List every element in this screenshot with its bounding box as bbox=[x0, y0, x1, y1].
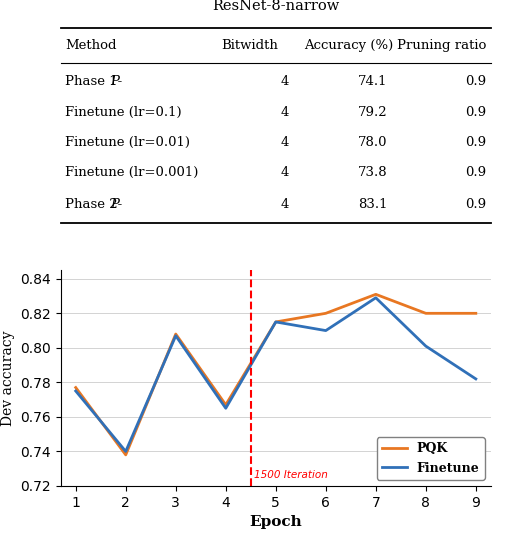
Text: Google’s Speech Commands Dataset
ResNet-8-narrow: Google’s Speech Commands Dataset ResNet-… bbox=[139, 0, 412, 12]
Text: 4: 4 bbox=[280, 136, 288, 149]
Text: 4: 4 bbox=[280, 106, 288, 119]
Text: 4: 4 bbox=[280, 198, 288, 210]
Y-axis label: Dev accuracy: Dev accuracy bbox=[1, 331, 15, 426]
Text: P: P bbox=[110, 75, 118, 88]
Legend: PQK, Finetune: PQK, Finetune bbox=[376, 437, 484, 480]
Line: Finetune: Finetune bbox=[76, 298, 475, 451]
Text: Finetune (lr=0.01): Finetune (lr=0.01) bbox=[65, 136, 190, 149]
Text: 1500 Iteration: 1500 Iteration bbox=[254, 470, 327, 480]
Text: 0.9: 0.9 bbox=[465, 198, 486, 210]
Text: Bitwidth: Bitwidth bbox=[221, 40, 278, 52]
PQK bbox=[472, 310, 478, 317]
Text: 73.8: 73.8 bbox=[357, 166, 387, 179]
Text: 0.9: 0.9 bbox=[465, 166, 486, 179]
Text: 79.2: 79.2 bbox=[357, 106, 387, 119]
Text: Pruning ratio: Pruning ratio bbox=[396, 40, 486, 52]
Text: 4: 4 bbox=[280, 75, 288, 88]
PQK bbox=[272, 319, 278, 325]
Text: Method: Method bbox=[65, 40, 116, 52]
Finetune bbox=[472, 376, 478, 382]
Text: Accuracy (%): Accuracy (%) bbox=[304, 40, 393, 52]
PQK bbox=[122, 452, 128, 458]
PQK bbox=[372, 291, 378, 297]
Line: PQK: PQK bbox=[76, 294, 475, 455]
Text: Finetune (lr=0.1): Finetune (lr=0.1) bbox=[65, 106, 181, 119]
Text: Finetune (lr=0.001): Finetune (lr=0.001) bbox=[65, 166, 198, 179]
PQK bbox=[422, 310, 428, 317]
Finetune bbox=[222, 405, 228, 412]
Text: Phase 2-: Phase 2- bbox=[65, 198, 122, 210]
Finetune bbox=[422, 343, 428, 349]
Text: 4: 4 bbox=[280, 166, 288, 179]
Finetune bbox=[172, 333, 178, 339]
Finetune bbox=[122, 448, 128, 454]
Text: 0.9: 0.9 bbox=[465, 75, 486, 88]
Text: 74.1: 74.1 bbox=[357, 75, 386, 88]
Text: P: P bbox=[110, 198, 118, 210]
X-axis label: Epoch: Epoch bbox=[249, 515, 301, 529]
Text: 0.9: 0.9 bbox=[465, 106, 486, 119]
PQK bbox=[322, 310, 328, 317]
PQK bbox=[172, 331, 178, 337]
Text: Phase 1-: Phase 1- bbox=[65, 75, 122, 88]
PQK bbox=[222, 402, 228, 408]
Text: 78.0: 78.0 bbox=[357, 136, 386, 149]
Text: 83.1: 83.1 bbox=[357, 198, 386, 210]
Text: 0.9: 0.9 bbox=[465, 136, 486, 149]
Finetune bbox=[73, 388, 79, 394]
Finetune bbox=[372, 295, 378, 301]
Finetune bbox=[272, 319, 278, 325]
Finetune bbox=[322, 327, 328, 334]
PQK bbox=[73, 384, 79, 391]
